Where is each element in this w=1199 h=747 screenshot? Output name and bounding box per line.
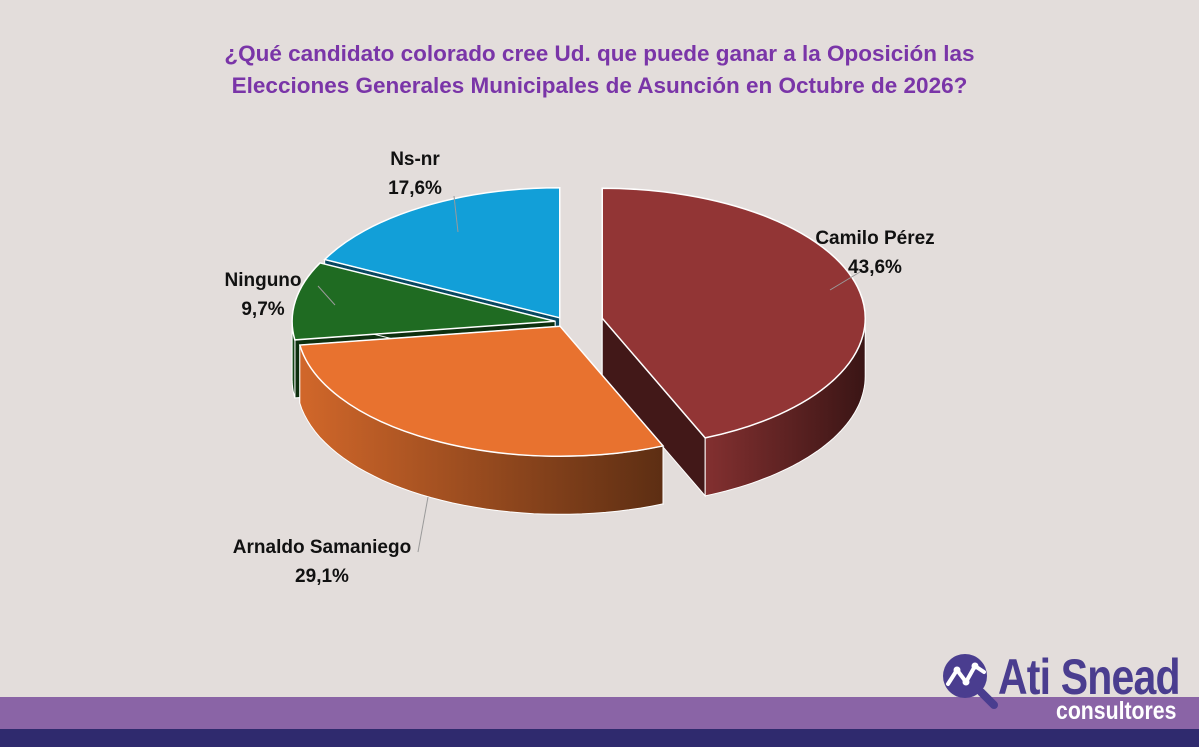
data-label-value: 9,7%	[241, 299, 285, 320]
leader-line-ns-nr	[453, 195, 459, 233]
brand-logo: Ati Snead consultores	[938, 650, 1188, 730]
pie-slice-ninguno	[291, 262, 556, 341]
data-label-name: Ninguno	[224, 270, 302, 291]
data-label-ninguno: Ninguno 9,7%	[224, 266, 301, 324]
pie-slice-ns-nr	[323, 187, 561, 319]
data-label-name: Arnaldo Samaniego	[232, 537, 412, 558]
data-label-ns-nr: Ns-nr 17,6%	[388, 145, 442, 203]
data-label-arnaldo-samaniego: Arnaldo Samaniego 29,1%	[233, 533, 411, 591]
pie-slice-camilo-perez	[601, 187, 866, 439]
logo-subtitle: consultores	[1056, 697, 1177, 725]
data-label-camilo-perez: Camilo Pérez 43,6%	[815, 224, 934, 282]
footer-band	[0, 697, 1199, 729]
leader-line-camilo-perez	[829, 271, 861, 291]
logo-chart-icon	[943, 654, 998, 709]
data-label-name: Ns-nr	[390, 149, 440, 170]
data-label-value: 17,6%	[388, 178, 442, 199]
data-label-name: Camilo Pérez	[815, 228, 935, 249]
leader-line-arnaldo-samaniego	[417, 496, 429, 553]
logo-name: Ati Snead	[998, 649, 1181, 705]
chart-title-line-1: ¿Qué candidato colorado cree Ud. que pue…	[224, 41, 975, 66]
chart-title-line-2: Elecciones Generales Municipales de Asun…	[231, 73, 968, 98]
chart-title: ¿Qué candidato colorado cree Ud. que pue…	[0, 38, 1199, 102]
data-label-value: 29,1%	[295, 566, 349, 587]
leader-line-ninguno	[317, 285, 336, 306]
data-label-value: 43,6%	[848, 257, 902, 278]
pie-slice-arnaldo-samaniego	[298, 325, 665, 458]
footer-dark-band	[0, 729, 1199, 747]
